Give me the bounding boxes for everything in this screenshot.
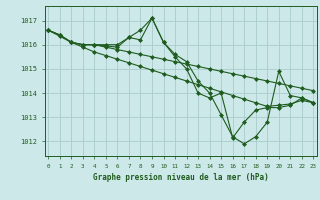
- X-axis label: Graphe pression niveau de la mer (hPa): Graphe pression niveau de la mer (hPa): [93, 173, 269, 182]
